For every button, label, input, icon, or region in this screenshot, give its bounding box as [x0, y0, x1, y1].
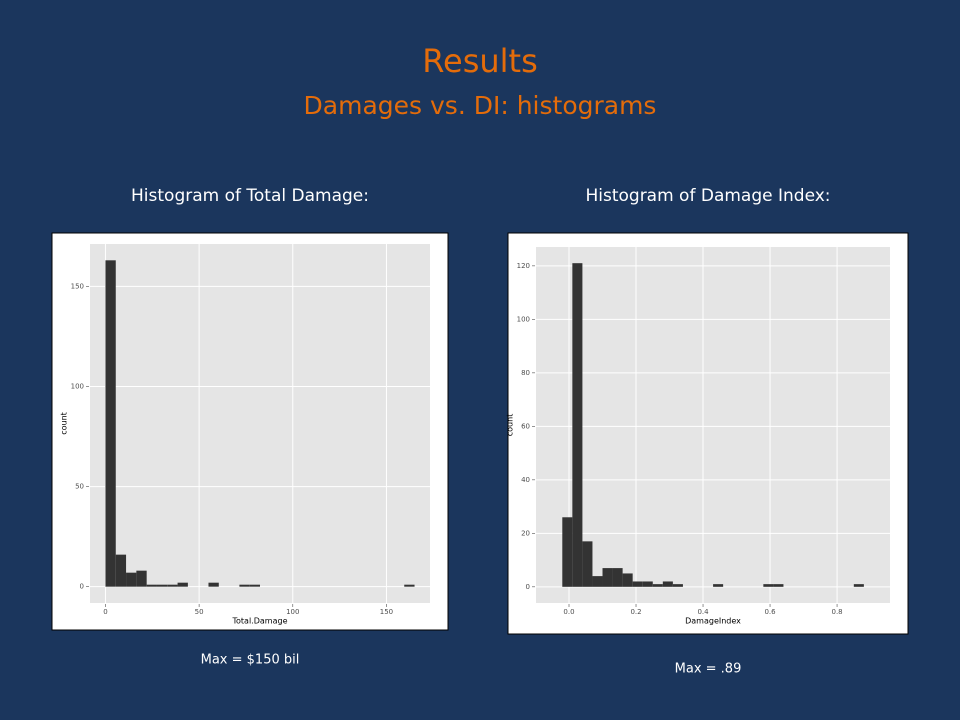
histogram-bar	[853, 584, 864, 587]
histogram-bar	[115, 554, 127, 587]
histogram-bar	[612, 568, 623, 587]
y-tick-label: 50	[75, 483, 84, 491]
histogram-bar	[177, 582, 188, 587]
histogram-bar	[662, 581, 673, 587]
y-tick-label: 0	[80, 583, 84, 591]
x-axis-label: DamageIndex	[685, 617, 741, 626]
y-tick-label: 100	[71, 382, 84, 390]
x-tick-label: 100	[286, 608, 299, 616]
chart-title: Histogram of Total Damage:	[131, 186, 369, 206]
histogram-bar	[642, 581, 653, 587]
histogram-bar	[632, 581, 643, 587]
histogram-bar	[136, 570, 147, 587]
histogram-bar	[652, 584, 663, 587]
histogram-bar	[562, 517, 573, 587]
histogram-bar	[146, 584, 157, 587]
slide-subtitle: Damages vs. DI: histograms	[304, 91, 657, 120]
y-tick-label: 120	[517, 262, 530, 270]
x-tick-label: 0.6	[764, 608, 776, 616]
histogram-bar	[126, 572, 137, 587]
x-axis-label: Total.Damage	[232, 617, 288, 626]
histogram-bar	[572, 263, 583, 587]
histogram-bar	[773, 584, 784, 587]
histogram-bar	[239, 584, 250, 587]
histogram-bar	[602, 568, 613, 587]
histogram-bar	[672, 584, 683, 587]
plot-panel	[90, 244, 430, 603]
histogram-bar	[763, 584, 774, 587]
y-tick-label: 100	[517, 315, 530, 323]
histogram-bar	[622, 573, 633, 587]
y-tick-label: 60	[521, 422, 530, 430]
y-tick-label: 80	[521, 369, 530, 377]
histogram-bar	[592, 576, 603, 587]
x-tick-label: 0.0	[563, 608, 574, 616]
histogram-bar	[208, 582, 219, 587]
annotation: Max = $150 bil	[201, 653, 300, 668]
y-tick-label: 0	[526, 583, 530, 591]
histogram-bar	[713, 584, 724, 587]
plot-panel	[536, 247, 890, 603]
annotation: Max = .89	[675, 662, 742, 677]
y-tick-label: 20	[521, 529, 530, 537]
slide-title: Results	[422, 42, 538, 80]
x-tick-label: 0.4	[697, 608, 709, 616]
x-tick-label: 0.8	[831, 608, 842, 616]
x-tick-label: 0	[103, 608, 107, 616]
histogram-bar	[167, 584, 178, 587]
histogram-bar	[582, 541, 593, 587]
y-axis-label: count	[60, 412, 69, 435]
y-axis-label: count	[506, 414, 515, 437]
x-tick-label: 0.2	[630, 608, 641, 616]
x-tick-label: 150	[380, 608, 393, 616]
histogram-bar	[156, 584, 168, 587]
y-tick-label: 40	[521, 476, 530, 484]
histogram-bar	[249, 584, 260, 587]
x-tick-label: 50	[195, 608, 204, 616]
y-tick-label: 150	[71, 282, 84, 290]
chart-title: Histogram of Damage Index:	[585, 186, 830, 206]
histogram-bar	[105, 260, 116, 587]
histogram-bar	[404, 584, 415, 587]
